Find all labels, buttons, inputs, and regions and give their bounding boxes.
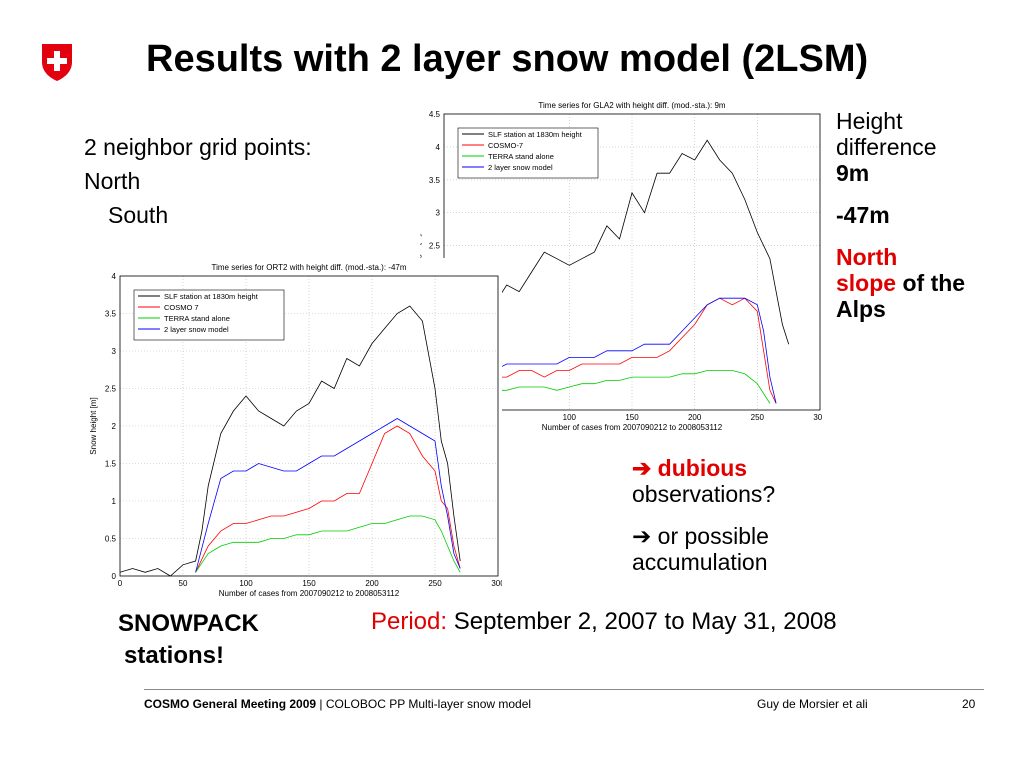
series-line bbox=[119, 305, 461, 577]
height-difference-note: Height difference 9m -47m North slope of… bbox=[836, 108, 1016, 322]
dubious-note: ➔ dubious observations? ➔ or possible ac… bbox=[632, 455, 832, 575]
of-the-label: of the bbox=[902, 270, 966, 296]
legend-entry: 2 layer snow model bbox=[164, 325, 229, 334]
legend-entry: SLF station at 1830m height bbox=[164, 292, 259, 301]
neighbor-points-text: 2 neighbor grid points: North South bbox=[84, 130, 312, 232]
footer-project: COLOBOC PP Multi-layer snow model bbox=[325, 697, 532, 711]
alps-label: Alps bbox=[836, 296, 886, 322]
page-number: 20 bbox=[962, 697, 976, 711]
accumulation-label: accumulation bbox=[632, 549, 768, 575]
footer-divider bbox=[144, 689, 984, 690]
footer-author: Guy de Morsier et ali bbox=[757, 697, 868, 711]
x-tick-label: 50 bbox=[179, 579, 188, 588]
x-tick-label: 150 bbox=[302, 579, 316, 588]
legend-entry: TERRA stand alone bbox=[164, 314, 230, 323]
legend-entry: TERRA stand alone bbox=[488, 152, 554, 161]
snowpack-stations-label: SNOWPACK stations! bbox=[118, 608, 259, 672]
slope-label: slope bbox=[836, 270, 897, 296]
y-tick-label: 0 bbox=[112, 572, 117, 581]
series-line bbox=[195, 418, 461, 573]
north-label: North bbox=[836, 244, 898, 270]
y-tick-label: 3 bbox=[112, 347, 117, 356]
y-tick-label: 1.5 bbox=[105, 460, 117, 469]
y-axis-label: Snow height [m] bbox=[90, 397, 98, 454]
chart-title: Time series for ORT2 with height diff. (… bbox=[211, 263, 406, 272]
right-arrow-icon: ➔ bbox=[632, 523, 652, 549]
x-axis-label: Number of cases from 2007090212 to 20080… bbox=[542, 423, 723, 430]
neighbor-south: South bbox=[108, 202, 169, 228]
y-tick-label: 0.5 bbox=[105, 535, 117, 544]
observations-label: observations? bbox=[632, 481, 776, 507]
x-tick-label: 250 bbox=[751, 413, 765, 422]
y-tick-label: 2.5 bbox=[105, 385, 117, 394]
footer-separator: | bbox=[319, 697, 323, 711]
legend-box bbox=[133, 289, 285, 341]
footer-meeting: COSMO General Meeting 2009 bbox=[144, 697, 317, 711]
period-text: Period: September 2, 2007 to May 31, 200… bbox=[371, 608, 837, 636]
x-tick-label: 250 bbox=[428, 579, 442, 588]
x-tick-label: 100 bbox=[239, 579, 253, 588]
x-tick-label: 300 bbox=[813, 413, 822, 422]
legend-entry: 2 layer snow model bbox=[488, 163, 553, 172]
plot-frame bbox=[119, 275, 499, 577]
x-tick-label: 300 bbox=[491, 579, 502, 588]
ort2-chart-svg: Time series for ORT2 with height diff. (… bbox=[90, 263, 502, 598]
right-arrow-icon: ➔ bbox=[632, 455, 652, 481]
y-tick-label: 1 bbox=[112, 497, 117, 506]
legend-entry: COSMO-7 bbox=[488, 141, 523, 150]
x-tick-label: 200 bbox=[365, 579, 379, 588]
legend-entry: COSMO 7 bbox=[164, 303, 199, 312]
period-label: Period: bbox=[371, 608, 448, 635]
ort2-chart: Time series for ORT2 with height diff. (… bbox=[90, 258, 502, 600]
height-label: Height bbox=[836, 108, 903, 134]
chart-title: Time series for GLA2 with height diff. (… bbox=[538, 101, 726, 110]
x-axis-label: Number of cases from 2007090212 to 20080… bbox=[219, 589, 400, 598]
difference-label: difference bbox=[836, 134, 937, 160]
series-line bbox=[195, 515, 461, 573]
y-tick-label: 4.5 bbox=[429, 110, 441, 119]
dubious-label: dubious bbox=[657, 455, 748, 481]
swiss-cross-icon bbox=[42, 44, 72, 81]
x-tick-label: 150 bbox=[625, 413, 639, 422]
snowpack-label: SNOWPACK bbox=[118, 610, 259, 637]
footer-left: COSMO General Meeting 2009 | COLOBOC PP … bbox=[144, 697, 531, 711]
y-tick-label: 3.5 bbox=[105, 310, 117, 319]
series-line bbox=[443, 297, 777, 404]
slide-title: Results with 2 layer snow model (2LSM) bbox=[146, 38, 869, 80]
stations-label: stations! bbox=[124, 642, 225, 669]
x-tick-label: 200 bbox=[688, 413, 702, 422]
x-tick-label: 0 bbox=[118, 579, 123, 588]
legend-box bbox=[457, 127, 599, 179]
series-line bbox=[443, 297, 777, 404]
neighbor-points-heading: 2 neighbor grid points: bbox=[84, 134, 312, 160]
period-value: September 2, 2007 to May 31, 2008 bbox=[453, 608, 837, 635]
or-possible-label: or possible bbox=[657, 523, 769, 549]
neighbor-north: North bbox=[84, 168, 141, 194]
y-tick-label: 4 bbox=[112, 272, 117, 281]
height-value-south: -47m bbox=[836, 202, 890, 228]
y-tick-label: 4 bbox=[436, 143, 441, 152]
y-tick-label: 2 bbox=[112, 422, 117, 431]
series-line bbox=[195, 425, 461, 573]
height-value-north: 9m bbox=[836, 160, 870, 186]
y-tick-label: 3.5 bbox=[429, 176, 441, 185]
x-tick-label: 100 bbox=[563, 413, 577, 422]
legend-entry: SLF station at 1830m height bbox=[488, 130, 583, 139]
y-tick-label: 3 bbox=[436, 209, 441, 218]
y-tick-label: 2.5 bbox=[429, 242, 441, 251]
